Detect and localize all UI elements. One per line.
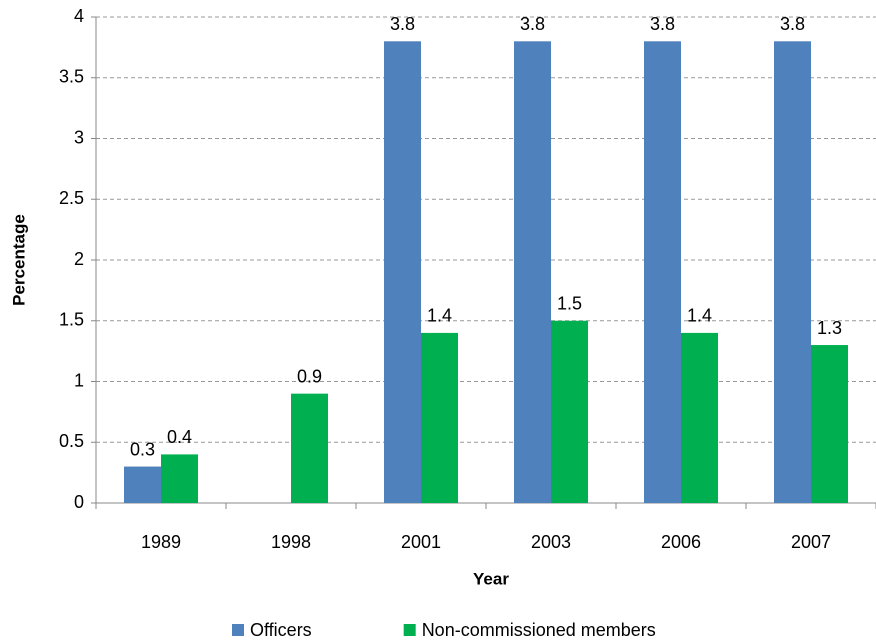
legend-swatch [403, 624, 416, 636]
data-label: 3.8 [390, 14, 415, 34]
bar [774, 41, 811, 504]
bar [161, 454, 198, 503]
data-label: 3.8 [650, 14, 675, 34]
data-label: 1.4 [687, 306, 712, 326]
x-tick-label: 1998 [271, 532, 311, 552]
bar [291, 393, 328, 503]
bar [551, 320, 588, 503]
x-tick-label: 1989 [141, 532, 181, 552]
data-label: 1.3 [817, 318, 842, 338]
data-label: 1.4 [427, 306, 452, 326]
bar [124, 466, 161, 503]
y-tick-label: 1 [74, 370, 84, 390]
y-axis-title: Percentage [9, 214, 28, 306]
y-tick-label: 4 [74, 6, 84, 26]
data-label: 3.8 [780, 14, 805, 34]
y-tick-label: 2 [74, 249, 84, 269]
y-tick-label: 3 [74, 127, 84, 147]
y-tick-label: 0 [74, 492, 84, 512]
legend-swatch [232, 624, 244, 636]
x-tick-label: 2003 [531, 532, 571, 552]
data-label: 0.9 [297, 366, 322, 386]
x-tick-label: 2006 [661, 532, 701, 552]
bar [384, 41, 421, 504]
y-tick-label: 1.5 [59, 310, 84, 330]
bar [421, 332, 458, 503]
y-tick-label: 3.5 [59, 67, 84, 87]
legend-label: Non-commissioned members [422, 620, 656, 640]
y-tick-label: 2.5 [59, 188, 84, 208]
x-axis-title: Year [473, 569, 509, 588]
bar [644, 41, 681, 504]
data-label: 1.5 [557, 294, 582, 314]
data-label: 0.3 [130, 439, 155, 459]
y-tick-label: 0.5 [59, 431, 84, 451]
data-label: 0.4 [167, 427, 192, 447]
x-tick-label: 2001 [401, 532, 441, 552]
bar [681, 332, 718, 503]
bar [514, 41, 551, 504]
data-label: 3.8 [520, 14, 545, 34]
bar [811, 345, 848, 503]
legend-label: Officers [250, 620, 312, 640]
x-tick-label: 2007 [791, 532, 831, 552]
